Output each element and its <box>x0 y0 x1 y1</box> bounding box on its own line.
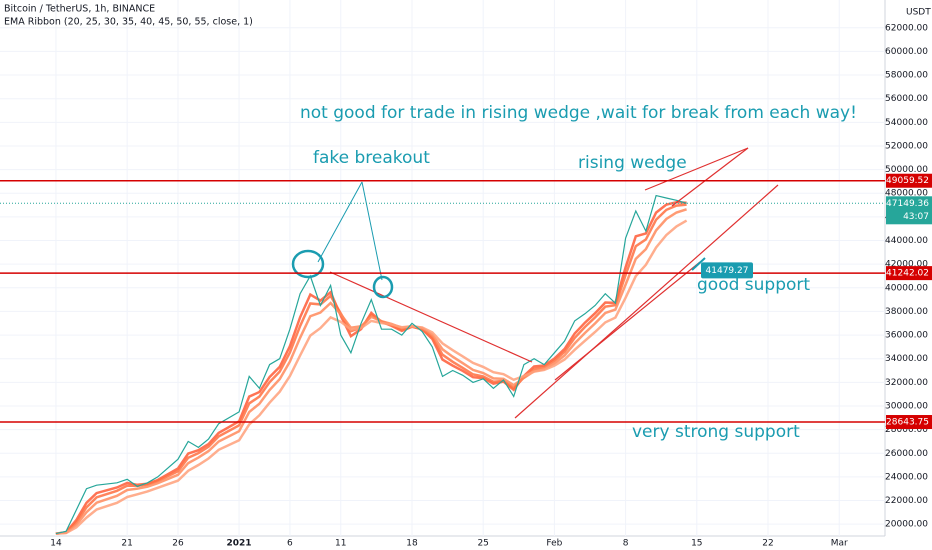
annotation: not good for trade in rising wedge ,wait… <box>300 103 857 123</box>
y-tick-label: 42000.00 <box>885 260 928 270</box>
x-tick-label: Feb <box>546 539 562 549</box>
callout-label: 41479.27 <box>706 266 749 276</box>
level-label: 49059.52 <box>886 176 929 186</box>
x-tick-label: 14 <box>50 539 62 549</box>
annotation: fake breakout <box>313 148 430 168</box>
level-tag <box>886 415 932 430</box>
y-tick-label: 58000.00 <box>885 71 928 81</box>
ema-line <box>55 219 688 535</box>
y-tick-label: 20000.00 <box>885 520 928 530</box>
chart-title: Bitcoin / TetherUS, 1h, BINANCE <box>4 4 155 15</box>
y-tick-label: 32000.00 <box>885 378 928 388</box>
price-line <box>55 194 687 535</box>
level-label: 41242.02 <box>886 269 929 279</box>
y-tick-label: 50000.00 <box>885 165 928 175</box>
callout-box <box>701 262 753 279</box>
x-tick-label: 6 <box>287 539 293 549</box>
ema-ribbon <box>55 200 688 535</box>
indicator-label: EMA Ribbon (20, 25, 30, 35, 40, 45, 50, … <box>4 17 253 28</box>
annotation: very strong support <box>632 422 800 442</box>
x-tick-label: 18 <box>406 539 418 549</box>
y-tick-label: 34000.00 <box>885 354 928 364</box>
y-tick-label: 54000.00 <box>885 118 928 128</box>
annotation: good support <box>697 275 810 295</box>
y-tick-label: 40000.00 <box>885 283 928 293</box>
y-tick-label: 52000.00 <box>885 141 928 151</box>
last-price-label: 47149.36 <box>886 199 929 209</box>
y-tick-label: 26000.00 <box>885 449 928 459</box>
y-tick-label: 60000.00 <box>885 47 928 57</box>
x-tick-label: 8 <box>623 539 629 549</box>
x-tick-label: 15 <box>691 539 702 549</box>
x-tick-label: 11 <box>335 539 346 549</box>
y-tick-label: 28000.00 <box>885 425 928 435</box>
arrows <box>317 181 706 281</box>
trend-lines <box>329 147 779 419</box>
y-tick-label: 30000.00 <box>885 401 928 411</box>
y-tick-label: 24000.00 <box>885 472 928 482</box>
y-tick-label: 22000.00 <box>885 496 928 506</box>
y-tick-label: 38000.00 <box>885 307 928 317</box>
x-tick-label: 26 <box>172 539 184 549</box>
axis-unit: USDT <box>906 8 931 18</box>
x-tick-label: 22 <box>762 539 773 549</box>
x-tick-label: 25 <box>477 539 488 549</box>
y-tick-label: 36000.00 <box>885 331 928 341</box>
circles <box>291 249 394 299</box>
last-price-tag <box>886 196 932 225</box>
plot <box>55 194 687 535</box>
level-label: 28643.75 <box>886 418 929 428</box>
annotation: rising wedge <box>578 153 687 173</box>
y-tick-label: 44000.00 <box>885 236 928 246</box>
y-tick-label: 48000.00 <box>885 189 928 199</box>
y-tick-label: 56000.00 <box>885 94 928 104</box>
level-tag <box>886 266 932 281</box>
countdown: 43:07 <box>903 212 929 222</box>
x-tick-label: Mar <box>831 539 848 549</box>
x-tick-label: 2021 <box>227 539 252 549</box>
y-tick-label: 62000.00 <box>885 23 928 33</box>
x-tick-label: 21 <box>121 539 132 549</box>
level-tag <box>886 173 932 188</box>
